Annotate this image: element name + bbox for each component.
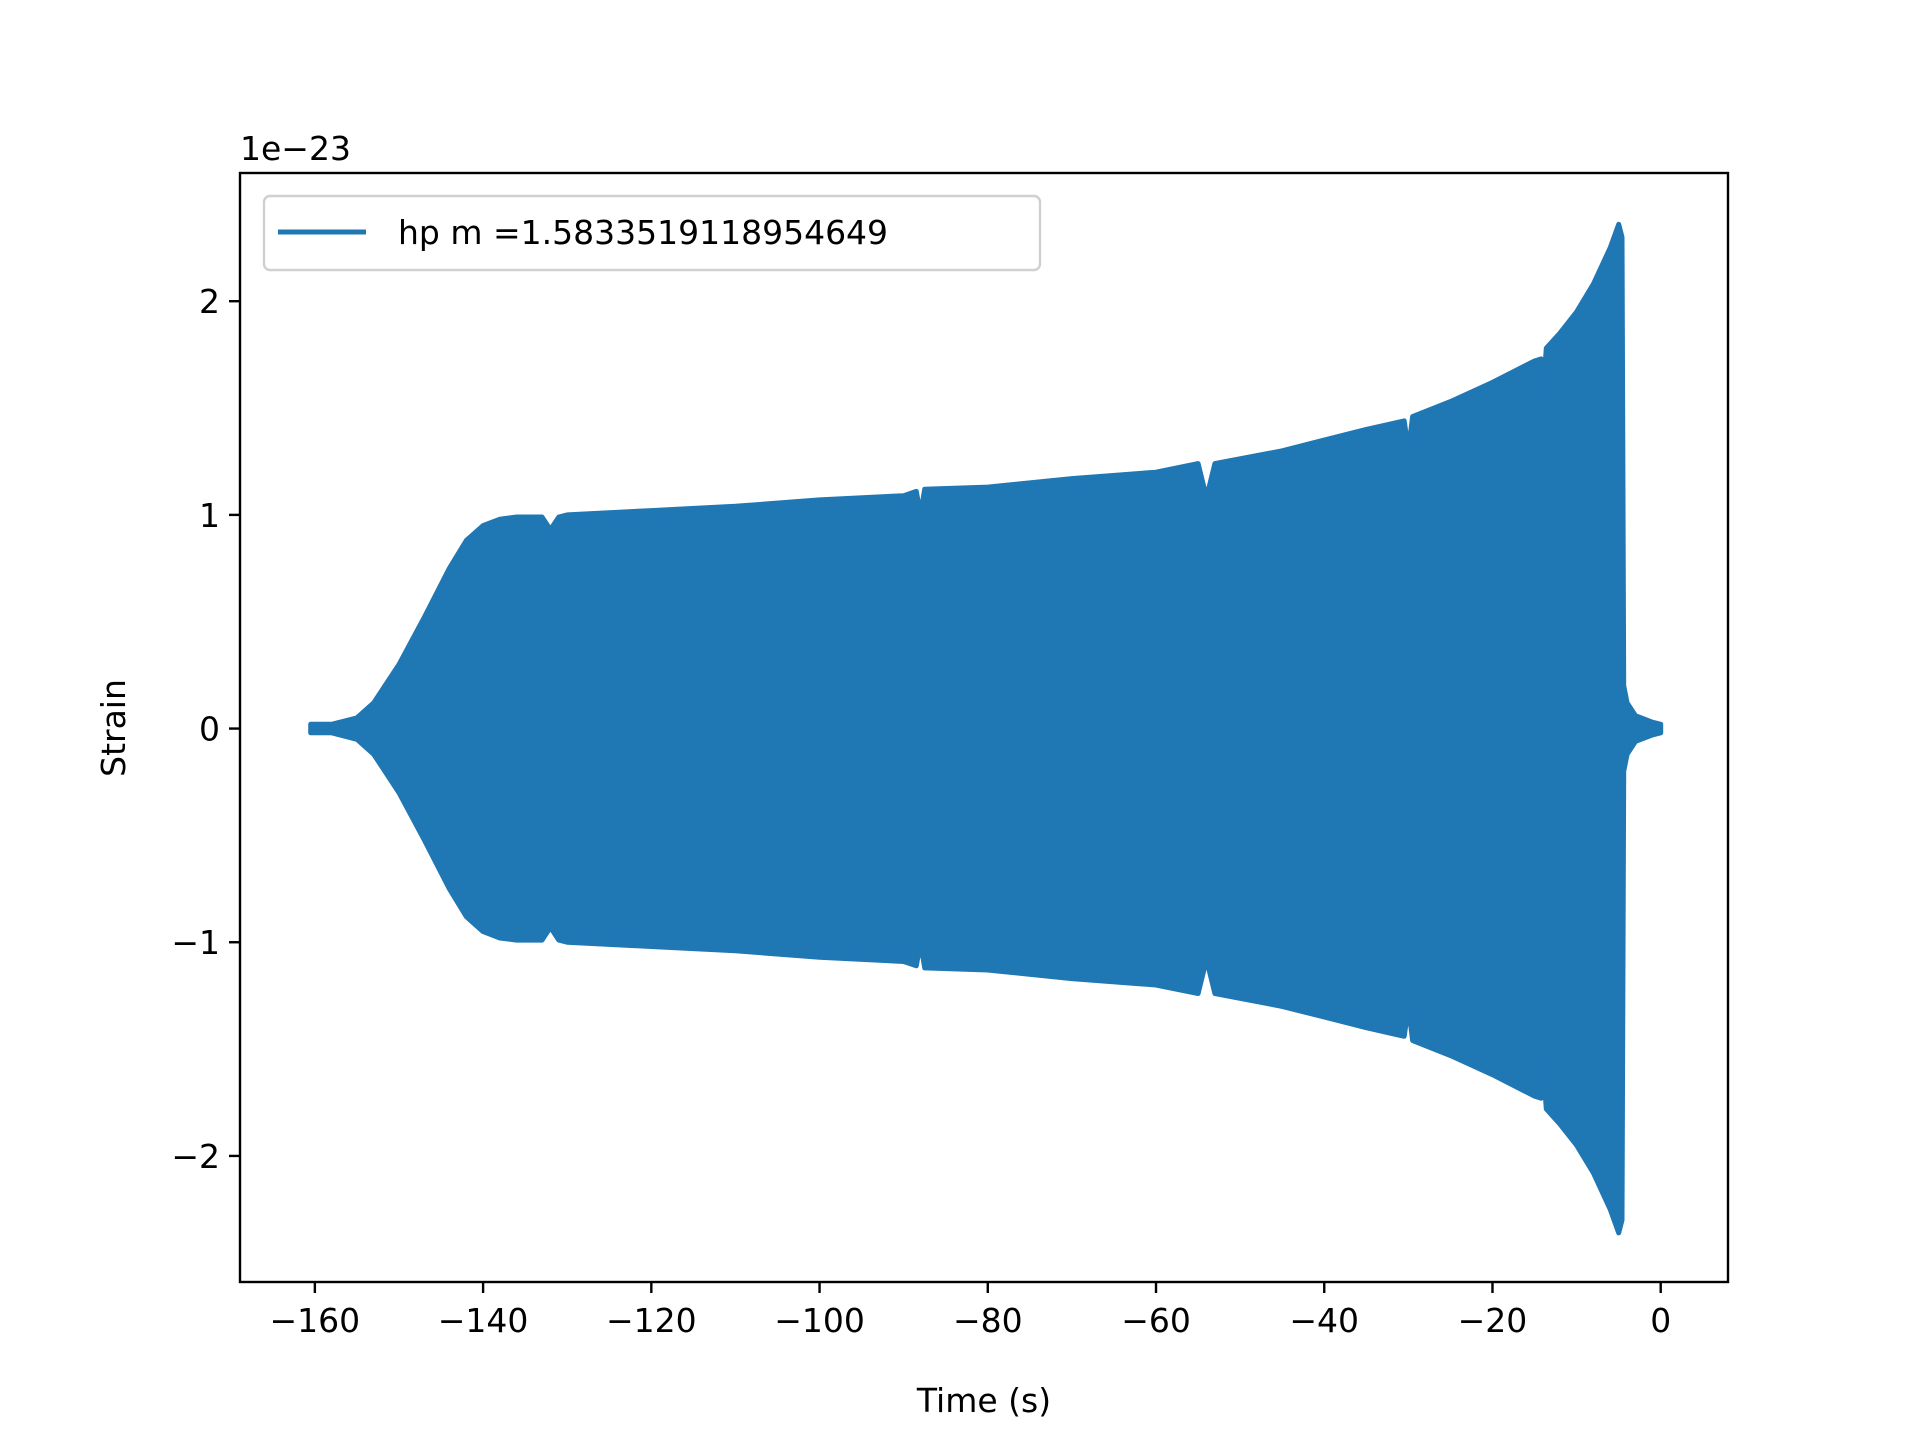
y-axis-label: Strain (94, 679, 133, 777)
legend: hp m =1.5833519118954649 (262, 194, 1042, 272)
y-tick-label: −1 (171, 923, 220, 962)
legend-label: hp m =1.5833519118954649 (398, 213, 888, 252)
x-tick-label: −60 (1121, 1301, 1191, 1340)
legend-box (262, 194, 1042, 272)
x-tick-label: −140 (438, 1301, 529, 1340)
y-tick-label: 1 (199, 496, 220, 535)
x-tick-label: −100 (774, 1301, 865, 1340)
x-tick-label: 0 (1650, 1301, 1671, 1340)
y-tick-label: −2 (171, 1137, 220, 1176)
y-tick-label: 0 (199, 710, 220, 749)
x-tick-label: −80 (953, 1301, 1023, 1340)
x-tick-label: −40 (1289, 1301, 1359, 1340)
plot-area (308, 221, 1664, 1236)
x-ticks: −160 −140 −120 −100 −80 −60 −40 −20 0 (270, 1282, 1671, 1340)
x-tick-label: −120 (606, 1301, 697, 1340)
x-tick-label: −20 (1458, 1301, 1528, 1340)
y-offset-label: 1e−23 (240, 129, 351, 168)
y-tick-label: 2 (199, 282, 220, 321)
series-waveform (308, 221, 1664, 1236)
x-axis-label: Time (s) (916, 1381, 1051, 1420)
y-ticks: −2 −1 0 1 2 (171, 282, 240, 1176)
x-tick-label: −160 (270, 1301, 361, 1340)
